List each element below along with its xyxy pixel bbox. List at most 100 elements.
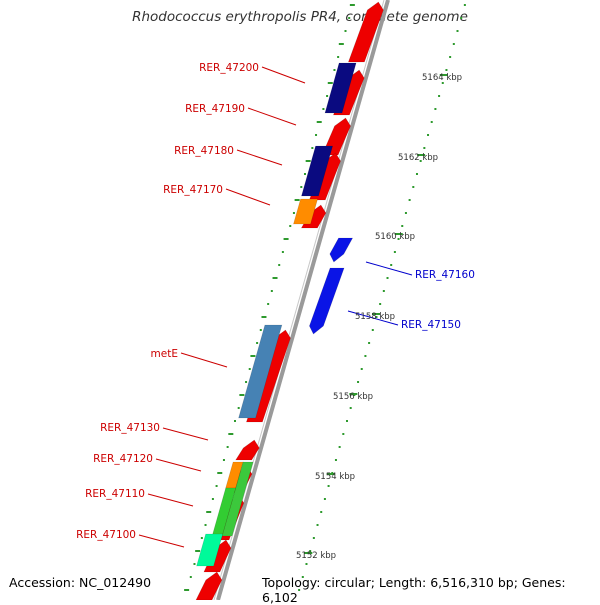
ruler-dot xyxy=(415,173,418,175)
gc-tick xyxy=(237,407,240,409)
coordinate-label: 5158 kbp xyxy=(355,312,395,322)
gene-label[interactable]: RER_47150 xyxy=(401,319,461,331)
ruler-dot xyxy=(397,238,400,240)
reverse-cds-arrow[interactable] xyxy=(309,267,345,335)
forward-cds-arrow[interactable] xyxy=(235,439,260,461)
gc-tick xyxy=(333,69,336,71)
gc-tick xyxy=(292,212,295,214)
ruler-dot xyxy=(423,147,426,149)
ruler-dot xyxy=(393,251,396,253)
gc-tick xyxy=(184,589,190,591)
ruler-dot xyxy=(438,95,441,97)
coordinate-label: 5156 kbp xyxy=(333,392,373,402)
cog-category-block[interactable] xyxy=(196,533,224,567)
leader-line xyxy=(247,107,297,126)
ruler-dot xyxy=(412,186,415,188)
ruler-dot xyxy=(364,355,367,357)
gc-tick xyxy=(278,264,281,266)
cog-category-block[interactable] xyxy=(211,487,237,539)
gc-tick xyxy=(204,524,207,526)
gc-tick xyxy=(326,95,329,97)
cog-category-block[interactable] xyxy=(238,324,283,419)
ruler-dot xyxy=(368,342,371,344)
gc-tick xyxy=(245,381,248,383)
coordinate-ruler xyxy=(298,4,466,591)
ruler-dot xyxy=(379,303,382,305)
gc-tick xyxy=(349,4,355,6)
ruler-dot xyxy=(323,498,326,500)
gene-label[interactable]: RER_47190 xyxy=(185,103,245,115)
coordinate-label: 5154 kbp xyxy=(315,472,355,482)
gene-label[interactable]: RER_47180 xyxy=(174,145,234,157)
gene-label[interactable]: RER_47130 xyxy=(100,422,160,434)
leader-line xyxy=(180,352,228,368)
genome-summary-label: Topology: circular; Length: 6,516,310 bp… xyxy=(262,575,566,605)
gene-label[interactable]: RER_47100 xyxy=(76,529,136,541)
gene-label[interactable]: RER_47110 xyxy=(85,488,145,500)
ruler-dot xyxy=(427,134,430,136)
leader-line xyxy=(138,534,185,548)
accession-label: Accession: NC_012490 xyxy=(9,575,152,590)
coordinate-labels: 5152 kbp 5154 kbp 5156 kbp 5158 kbp 5160… xyxy=(296,73,462,561)
ruler-dot xyxy=(408,199,411,201)
forward-cds-arrow[interactable] xyxy=(195,571,223,600)
ruler-dot xyxy=(312,537,315,539)
ruler-dot xyxy=(320,511,323,513)
ruler-dot xyxy=(346,420,348,422)
leader-line xyxy=(225,188,271,206)
gc-tick xyxy=(300,186,303,188)
gene-label[interactable]: metE xyxy=(151,348,178,360)
gc-tick xyxy=(248,368,251,370)
gc-tick xyxy=(344,30,347,32)
ruler-dot xyxy=(327,485,330,487)
gene-label[interactable]: RER_47200 xyxy=(199,62,259,74)
leader-line xyxy=(261,66,306,84)
gc-tick xyxy=(200,537,203,539)
leader-line xyxy=(236,149,283,166)
gc-tick xyxy=(283,238,289,240)
gene-label[interactable]: RER_47120 xyxy=(93,453,153,465)
ruler-dot xyxy=(342,433,345,435)
gc-tick xyxy=(316,121,322,123)
gene-label[interactable]: RER_47170 xyxy=(163,184,223,196)
gc-tick xyxy=(303,173,306,175)
ruler-dot xyxy=(334,459,337,461)
gc-tick xyxy=(338,43,344,45)
gc-tick xyxy=(211,498,214,500)
gene-label[interactable]: RER_47160 xyxy=(415,269,475,281)
gc-tick xyxy=(281,251,284,253)
gc-tick xyxy=(228,433,234,435)
leader-line xyxy=(347,310,399,326)
gc-tick xyxy=(189,576,192,578)
gc-tick xyxy=(193,563,196,565)
cog-category-block[interactable] xyxy=(324,62,357,114)
cog-category-block[interactable] xyxy=(301,145,333,197)
ruler-dot xyxy=(386,277,389,279)
reverse-cds-arrow[interactable] xyxy=(329,237,354,263)
ruler-dot xyxy=(430,121,433,123)
gc-tick xyxy=(217,472,223,474)
coordinate-label: 5164 kbp xyxy=(422,73,462,83)
ruler-dot xyxy=(441,82,444,84)
ruler-dot xyxy=(371,329,374,331)
gc-tick xyxy=(289,225,292,227)
gc-tick xyxy=(267,303,270,305)
gc-tick xyxy=(272,277,278,279)
gc-tick xyxy=(311,147,314,149)
gc-tick xyxy=(206,511,212,513)
forward-cds-arrow[interactable] xyxy=(347,1,384,63)
ruler-dot xyxy=(305,563,308,565)
gc-tick xyxy=(259,329,262,331)
gc-tick xyxy=(305,160,311,162)
genome-backbone xyxy=(216,0,390,600)
cog-category-block[interactable] xyxy=(293,198,318,225)
gc-tick xyxy=(315,134,318,136)
ruler-dot xyxy=(390,264,393,266)
gc-tick xyxy=(195,550,201,552)
gc-tick xyxy=(294,199,300,201)
gc-tick xyxy=(222,459,225,461)
ruler-dot xyxy=(338,446,341,448)
gc-tick xyxy=(239,394,245,396)
gc-tick xyxy=(337,56,340,58)
